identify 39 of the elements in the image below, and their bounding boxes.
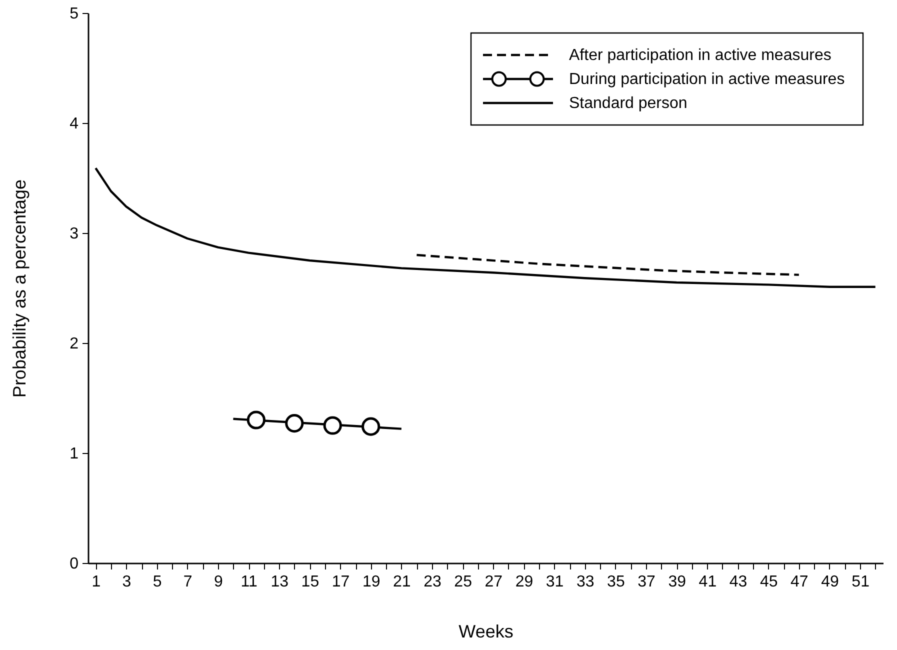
line-series <box>416 254 800 276</box>
x-tick-label: 7 <box>183 574 192 590</box>
x-tick-label: 5 <box>152 574 162 590</box>
x-tick-label: 15 <box>301 574 320 590</box>
x-tick-label: 27 <box>484 574 503 590</box>
legend-label: Standard person <box>569 95 688 112</box>
x-tick-label: 9 <box>214 574 223 590</box>
x-tick-label: 13 <box>270 574 289 590</box>
y-tick-label: 4 <box>70 116 79 132</box>
y-tick-label: 2 <box>70 336 79 352</box>
x-tick-label: 41 <box>698 574 717 590</box>
x-tick-label: 35 <box>607 574 625 590</box>
line-series <box>94 167 876 288</box>
legend-label: After participation in active measures <box>569 47 832 64</box>
legend-label: During participation in active measures <box>569 71 845 88</box>
x-axis-title: Weeks <box>458 622 514 642</box>
y-tick-label: 0 <box>70 556 79 572</box>
x-tick-label: 17 <box>332 574 350 590</box>
x-tick-label: 33 <box>576 574 594 590</box>
y-tick-label: 1 <box>70 446 79 462</box>
x-tick-label: 39 <box>668 574 686 590</box>
x-tick-label: 49 <box>821 574 839 590</box>
y-tick-label: 5 <box>70 6 79 22</box>
x-tick-label: 51 <box>852 574 870 590</box>
x-tick-label: 31 <box>546 574 564 590</box>
x-tick-label: 43 <box>729 574 748 590</box>
y-tick-label: 3 <box>70 226 79 242</box>
x-tick-label: 19 <box>362 574 380 590</box>
x-tick-label: 29 <box>515 574 534 590</box>
x-tick-label: 25 <box>454 574 472 590</box>
y-axis-title: Probability as a percentage <box>10 179 30 398</box>
x-tick-label: 37 <box>638 574 656 590</box>
x-tick-label: 11 <box>240 574 258 590</box>
x-tick-label: 1 <box>92 574 101 590</box>
x-tick-label: 21 <box>393 574 411 590</box>
x-tick-label: 47 <box>790 574 808 590</box>
x-tick-label: 23 <box>424 574 442 590</box>
x-tick-label: 3 <box>122 574 132 590</box>
x-tick-label: 45 <box>760 574 778 590</box>
